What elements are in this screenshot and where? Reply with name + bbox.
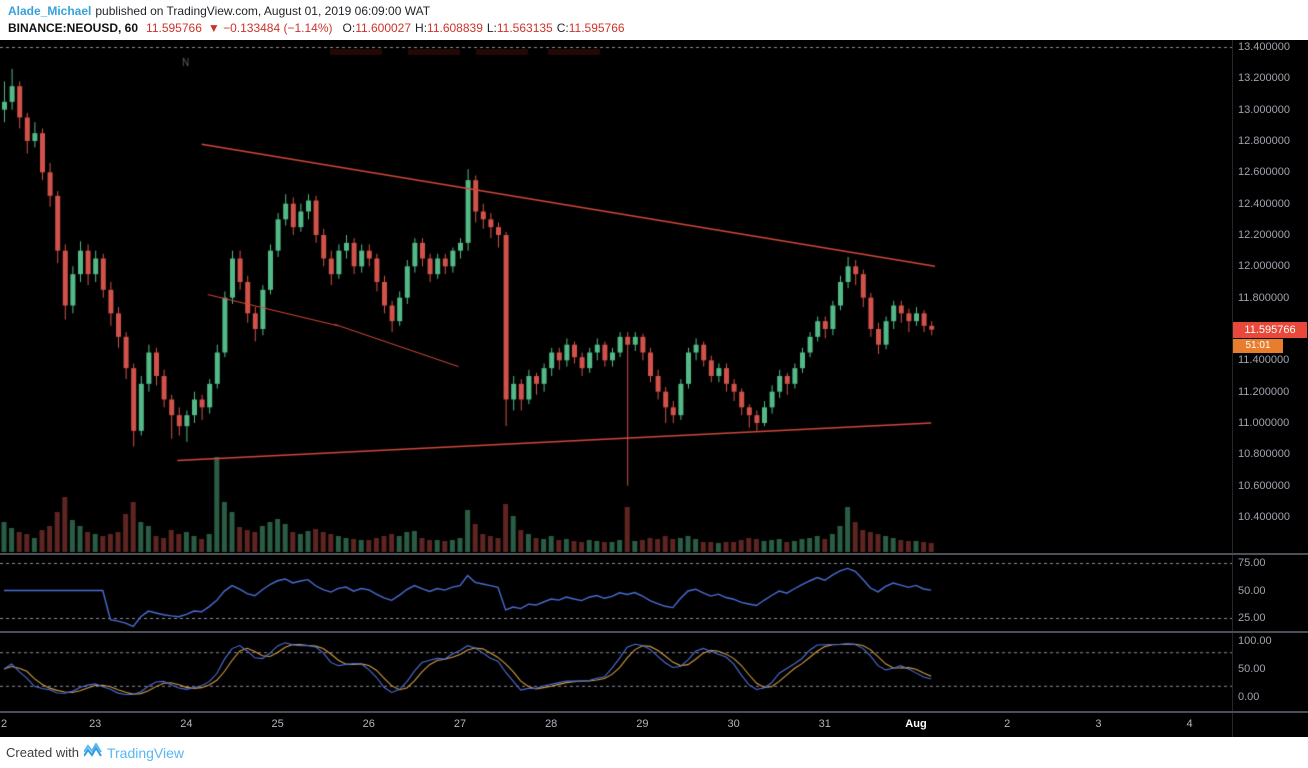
- time-axis-label: 26: [362, 718, 375, 730]
- last-price: 11.595766: [146, 21, 202, 35]
- open-label: O:: [342, 21, 356, 35]
- axis-label: 50.00: [1238, 584, 1266, 597]
- time-axis-label: 3: [1095, 718, 1102, 730]
- time-axis-label: 31: [818, 718, 831, 730]
- axis-label: 10.600000: [1238, 479, 1290, 492]
- symbol-title[interactable]: BINANCE:NEOUSD, 60: [8, 21, 139, 35]
- axis-label: 13.200000: [1238, 72, 1290, 85]
- symbol-line: BINANCE:NEOUSD, 60 11.595766 ▼ −0.133484 (…: [8, 20, 1308, 36]
- time-axis-label: 30: [727, 718, 740, 730]
- axis-label: 11.800000: [1238, 291, 1290, 304]
- axis-label: 25.00: [1238, 612, 1266, 624]
- time-axis-label: 25: [271, 718, 284, 730]
- publish-line: Alade_Michael published on TradingView.co…: [8, 4, 1308, 19]
- header: Alade_Michael published on TradingView.co…: [0, 0, 1308, 40]
- time-axis-label: 27: [453, 718, 467, 730]
- time-axis-label: 2: [1, 718, 8, 730]
- time-axis-label: 24: [180, 718, 193, 730]
- axis-label: 11.400000: [1238, 354, 1290, 367]
- axis-label: 10.800000: [1238, 448, 1290, 461]
- axis-label: 11.200000: [1238, 385, 1290, 398]
- time-axis-label: 4: [1186, 718, 1193, 730]
- footer: Created with TradingView: [0, 737, 1308, 768]
- close-value: 11.595766: [568, 21, 625, 35]
- published-text: published on TradingView.com, August 01,…: [95, 4, 431, 18]
- time-axis-label: 29: [636, 718, 649, 730]
- axis-label: 13.000000: [1238, 103, 1290, 116]
- pane-separator[interactable]: [0, 553, 1308, 555]
- high-label: H:: [415, 21, 428, 35]
- axis-label: 100.00: [1238, 635, 1272, 647]
- tradingview-logo-icon: [83, 742, 102, 762]
- axis-label: 50.00: [1238, 663, 1266, 675]
- axis-label: 12.800000: [1238, 135, 1290, 147]
- pane-separator[interactable]: [0, 711, 1308, 713]
- axis-label: 12.600000: [1238, 166, 1290, 179]
- price-chart-canvas[interactable]: [0, 44, 1232, 713]
- axis-label: 12.400000: [1238, 197, 1290, 210]
- high-value: 11.608839: [427, 21, 483, 35]
- axis-label: 0.00: [1238, 691, 1260, 703]
- price-change: ▼ −0.133484 (−1.14%): [207, 21, 333, 35]
- pane-separator[interactable]: [0, 631, 1308, 633]
- author-link[interactable]: Alade_Michael: [8, 4, 92, 18]
- axis-label: 10.400000: [1238, 511, 1290, 523]
- current-price-label: 11.595766: [1233, 321, 1307, 338]
- axis-label: 12.000000: [1238, 260, 1290, 273]
- tradingview-link[interactable]: TradingView: [106, 744, 185, 761]
- time-axis[interactable]: 2 23 24 25 26 27 28 29 30 31 Aug 2 3 4: [0, 713, 1232, 737]
- time-axis-label: 28: [545, 718, 558, 730]
- low-label: L:: [486, 21, 497, 35]
- bar-countdown-label: 51:01: [1233, 338, 1283, 353]
- time-axis-label: 23: [89, 718, 102, 730]
- axis-label: 13.400000: [1238, 41, 1290, 53]
- close-label: C:: [556, 21, 569, 35]
- time-axis-label: Aug: [905, 718, 927, 730]
- time-axis-label: 2: [1004, 718, 1011, 730]
- axis-label: 11.000000: [1238, 417, 1290, 429]
- created-with-text: Created with: [6, 745, 79, 760]
- low-value: 11.563135: [496, 21, 553, 35]
- open-value: 11.600027: [355, 21, 412, 35]
- price-axis[interactable]: 13.400000 13.200000 13.000000 12.800000 12.6…: [1232, 40, 1308, 737]
- axis-label: 12.200000: [1238, 229, 1290, 241]
- axis-label: 75.00: [1238, 557, 1266, 569]
